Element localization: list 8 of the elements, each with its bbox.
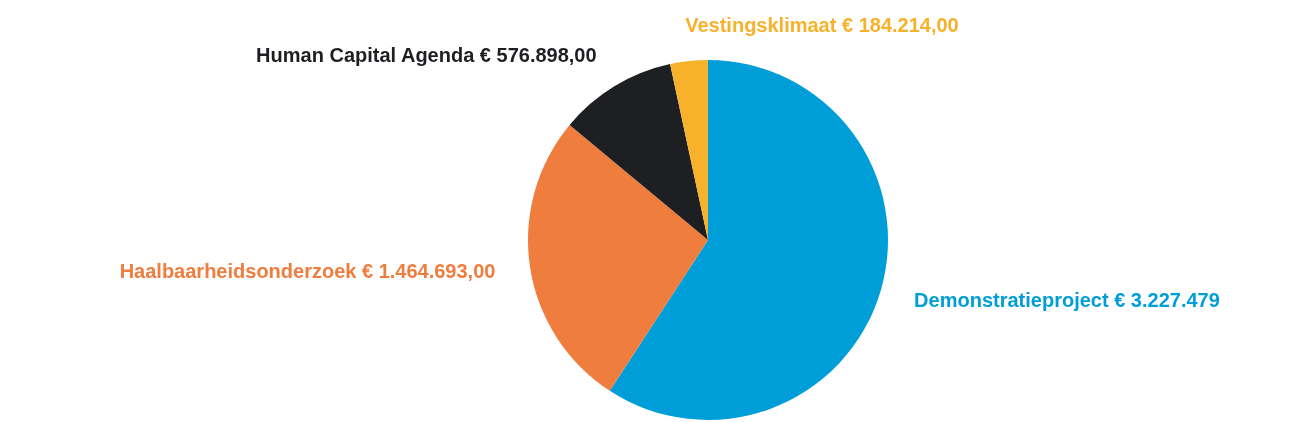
- slice-label: Haalbaarheidsonderzoek € 1.464.693,00: [119, 260, 496, 283]
- pie-slice: [670, 60, 708, 240]
- slice-label: Vestingsklimaat € 184.214,00: [685, 14, 959, 37]
- pie-slice: [528, 124, 708, 391]
- pie-slice: [569, 64, 708, 240]
- pie-slice: [609, 60, 888, 420]
- slice-label: Demonstratieproject € 3.227.479: [914, 289, 1220, 312]
- slice-label: Human Capital Agenda € 576.898,00: [256, 44, 597, 67]
